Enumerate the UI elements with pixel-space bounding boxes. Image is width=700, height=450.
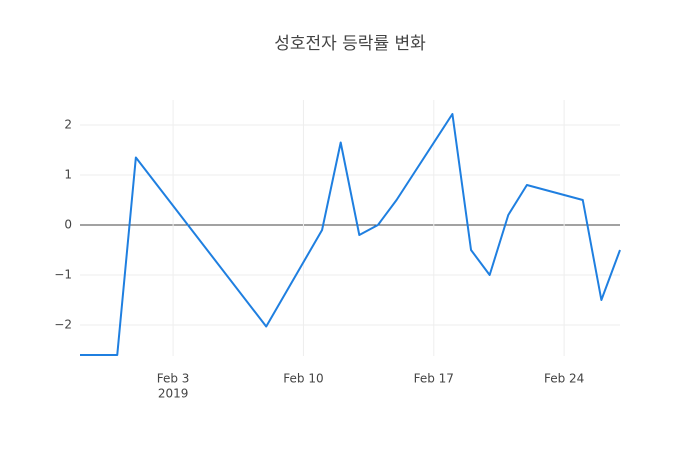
y-tick-label: 0 (64, 218, 72, 232)
x-tick-label: Feb 24 (544, 372, 584, 386)
y-tick-label: 1 (64, 168, 72, 182)
y-tick-label: 2 (64, 118, 72, 132)
x-tick-label: Feb 10 (283, 372, 323, 386)
x-tick-label: Feb 17 (414, 372, 454, 386)
chart-title: 성호전자 등락률 변화 (274, 34, 426, 54)
data-line (80, 113, 621, 356)
y-tick-label: −2 (54, 318, 72, 332)
x-tick-label: Feb 3 (157, 372, 190, 386)
y-tick-label: −1 (54, 268, 72, 282)
x-tick-year: 2019 (158, 387, 189, 401)
